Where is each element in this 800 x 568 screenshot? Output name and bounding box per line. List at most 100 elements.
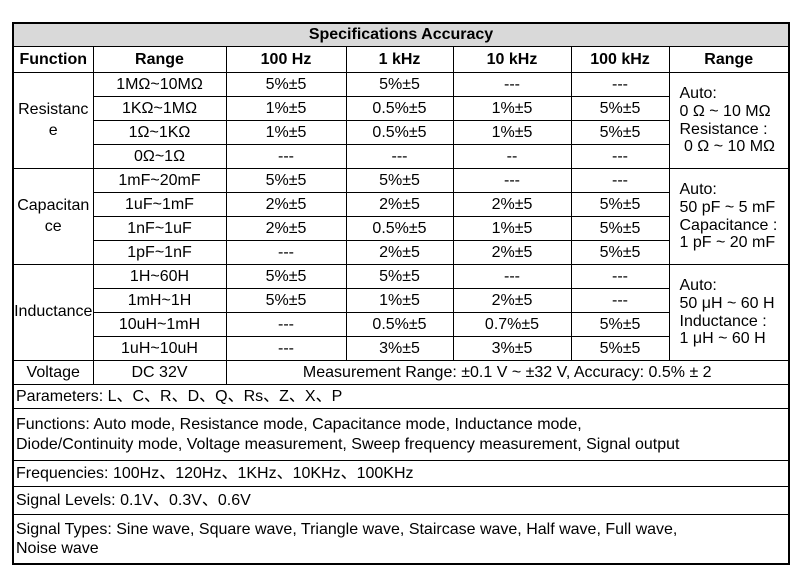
spec-cell: 1KΩ~1MΩ	[92, 96, 227, 121]
table-row: Voltage DC 32V Measurement Range: ±0.1 V ~…	[12, 360, 790, 385]
spec-table: Specifications Accuracy Function Range 100 …	[12, 22, 790, 565]
spec-cell: ---	[452, 168, 572, 193]
range-note: 1 μH ~ 60 H	[679, 330, 766, 348]
spec-cell: 1%±5	[225, 96, 347, 121]
spec-cell: 1%±5	[452, 120, 572, 145]
note-cell: Signal Types: Sine wave, Square wave, Tr…	[12, 514, 790, 564]
range-note: Auto:	[679, 85, 717, 103]
spec-cell: 0.5%±5	[345, 120, 454, 145]
note-line: Signal Types: Sine wave, Square wave, Tr…	[16, 520, 678, 538]
note-cell: Functions: Auto mode, Resistance mode, C…	[12, 408, 790, 461]
function-name: Resistance	[12, 72, 94, 169]
table-row: 1KΩ~1MΩ 1%±5 0.5%±5 1%±5 5%±5	[13, 96, 789, 121]
range-note: 50 μH ~ 60 H	[679, 294, 775, 312]
spec-cell: 2%±5	[452, 288, 572, 313]
column-header: 1 kHz	[345, 46, 454, 73]
spec-cell: ---	[570, 288, 670, 313]
spec-cell: 5%±5	[570, 120, 670, 145]
spec-cell: 5%±5	[345, 168, 454, 193]
table-row: 1uF~1mF 2%±5 2%±5 2%±5 5%±5	[13, 192, 789, 217]
table-row: Signal Types: Sine wave, Square wave, Tr…	[12, 514, 790, 564]
table-row: Functions: Auto mode, Resistance mode, C…	[12, 408, 790, 461]
spec-cell: 5%±5	[570, 96, 670, 121]
spec-cell: 5%±5	[225, 168, 347, 193]
spec-cell: 1Ω~1KΩ	[92, 120, 227, 145]
spec-cell: 1mH~1H	[92, 288, 227, 313]
spec-cell: 1mF~20mF	[92, 168, 227, 193]
spec-cell: 1uH~10uH	[92, 336, 227, 361]
note-line: Frequencies: 100Hz、120Hz、1KHz、10KHz、100K…	[16, 464, 414, 482]
spec-cell: 2%±5	[225, 216, 347, 241]
table-row: 10uH~1mH --- 0.5%±5 0.7%±5 5%±5	[13, 312, 789, 337]
note-line: Functions: Auto mode, Resistance mode, C…	[16, 416, 582, 434]
spec-cell: 5%±5	[570, 240, 670, 265]
spec-cell: 1pF~1nF	[92, 240, 227, 265]
function-name: Voltage	[12, 360, 94, 385]
table-row: Resistance 1MΩ~10MΩ 5%±5 5%±5 --- --- Auto: 0 Ω…	[12, 72, 790, 169]
spec-cell: 5%±5	[570, 192, 670, 217]
spec-cell: 5%±5	[570, 336, 670, 361]
spec-cell: --	[452, 144, 572, 169]
spec-cell: 5%±5	[225, 72, 347, 97]
column-header: 10 kHz	[452, 46, 572, 73]
range-note: Resistance :	[679, 120, 768, 138]
spec-cell: ---	[570, 264, 670, 289]
range-note: Inductance :	[679, 312, 767, 330]
spec-cell: 0.5%±5	[345, 312, 454, 337]
column-header: Range	[668, 46, 790, 73]
spec-sheet: Specifications Accuracy Function Range 100 …	[12, 22, 790, 565]
function-name: Capacitance	[12, 168, 94, 265]
spec-cell: 1%±5	[452, 96, 572, 121]
range-notes: Auto: 50 μH ~ 60 H Inductance :1 μH ~ 60 H	[668, 264, 790, 361]
range-note: Auto:	[679, 277, 717, 295]
spec-cell: 1%±5	[225, 120, 347, 145]
range-note: Auto:	[679, 181, 717, 199]
function-name: Inductance	[12, 264, 94, 361]
table-row: Function Range 100 Hz 1 kHz 10 kHz 100 kHz Ran…	[12, 46, 790, 73]
table-row: Capacitance 1mF~20mF 5%±5 5%±5 --- --- Auto: 50…	[12, 168, 790, 265]
spec-cell: 2%±5	[345, 240, 454, 265]
spec-cell: 10uH~1mH	[92, 312, 227, 337]
spec-cell: ---	[570, 168, 670, 193]
range-notes: Auto: 50 pF ~ 5 mF Capacitance :1 pF ~ 20 …	[668, 168, 790, 265]
spec-cell: 0Ω~1Ω	[92, 144, 227, 169]
spec-cell: 1uF~1mF	[92, 192, 227, 217]
column-header: 100 Hz	[225, 46, 347, 73]
range-note: 50 pF ~ 5 mF	[679, 198, 776, 216]
spec-cell: 2%±5	[452, 240, 572, 265]
note-cell: Parameters: L、C、R、D、Q、Rs、Z、X、P	[12, 384, 790, 409]
spec-cell: 5%±5	[225, 264, 347, 289]
spec-cell: 1MΩ~10MΩ	[92, 72, 227, 97]
spec-cell: ---	[225, 240, 347, 265]
column-header: 100 kHz	[570, 46, 670, 73]
table-row: Signal Levels: 0.1V、0.3V、0.6V	[12, 486, 790, 515]
spec-cell: 1%±5	[345, 288, 454, 313]
spec-cell: ---	[452, 264, 572, 289]
spec-cell: ---	[452, 72, 572, 97]
table-title: Specifications Accuracy	[12, 22, 790, 47]
spec-cell: 5%±5	[345, 264, 454, 289]
spec-cell: 2%±5	[225, 192, 347, 217]
spec-cell: 1H~60H	[92, 264, 227, 289]
spec-cell: 0.5%±5	[345, 216, 454, 241]
spec-cell: 2%±5	[345, 192, 454, 217]
spec-cell: ---	[570, 72, 670, 97]
spec-cell: 1nF~1uF	[92, 216, 227, 241]
spec-cell: 5%±5	[570, 312, 670, 337]
spec-cell: 5%±5	[345, 72, 454, 97]
spec-cell: 2%±5	[452, 192, 572, 217]
spec-cell: 5%±5	[570, 216, 670, 241]
spec-cell: 3%±5	[345, 336, 454, 361]
note-line: Diode/Continuity mode, Voltage measureme…	[16, 435, 680, 453]
table-row: 1uH~10uH --- 3%±5 3%±5 5%±5	[13, 336, 789, 361]
range-note: Capacitance :	[679, 216, 778, 234]
spec-cell: ---	[570, 144, 670, 169]
range-note: 0 Ω ~ 10 MΩ	[679, 102, 771, 120]
spec-cell: 0.5%±5	[345, 96, 454, 121]
table-row: Parameters: L、C、R、D、Q、Rs、Z、X、P	[12, 384, 790, 409]
spec-cell: 3%±5	[452, 336, 572, 361]
spec-cell: ---	[225, 144, 347, 169]
table-row: Frequencies: 100Hz、120Hz、1KHz、10KHz、100K…	[12, 460, 790, 487]
range-note: 0 Ω ~ 10 MΩ	[679, 138, 776, 156]
note-line: Noise wave	[16, 539, 99, 557]
